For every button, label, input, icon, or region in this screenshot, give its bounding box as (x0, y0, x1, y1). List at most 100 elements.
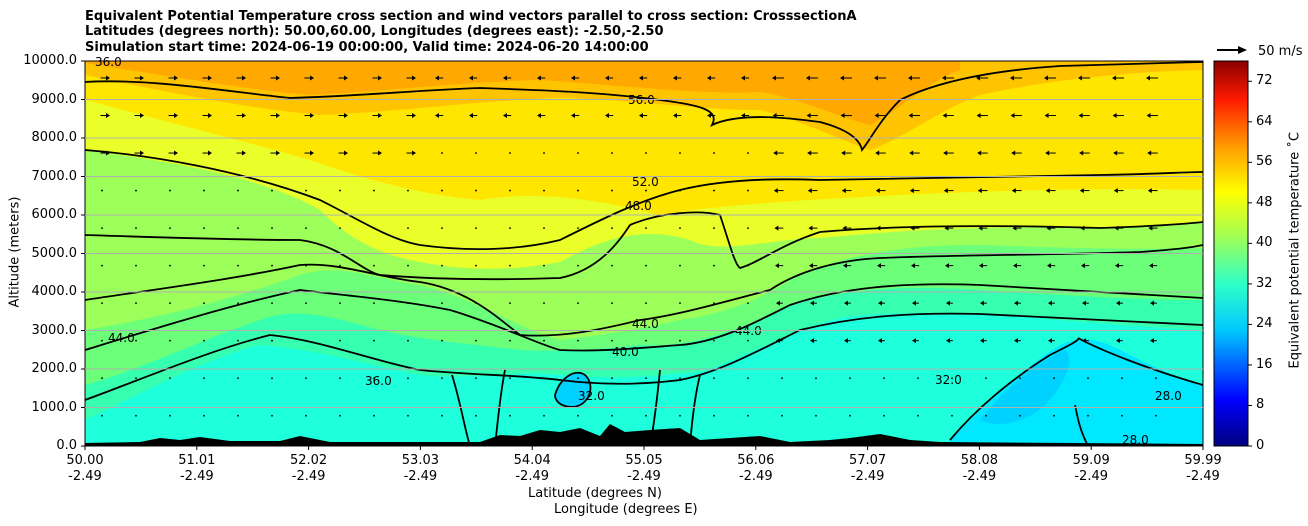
x-tick-label: 59.99 -2.49 (1184, 453, 1222, 484)
wind-vector (841, 150, 852, 156)
wind-vector (976, 75, 989, 81)
wind-vector (407, 264, 409, 267)
wind-vector (577, 302, 579, 305)
wind-vector (1121, 377, 1123, 380)
wind-vector (236, 150, 246, 156)
wind-vector (509, 189, 511, 192)
wind-vector (908, 113, 920, 119)
wind-vector (951, 414, 953, 417)
contour-label-48: 48.0 (625, 199, 652, 213)
y-tick-label: 7000.0 (31, 168, 78, 184)
wind-vector (1116, 338, 1123, 344)
wind-vector (611, 377, 613, 380)
wind-vector (577, 227, 579, 230)
wind-vector (815, 377, 817, 380)
wind-vector (509, 302, 511, 305)
wind-vector (305, 414, 307, 417)
wind-vector (509, 414, 511, 417)
wind-vector (977, 150, 988, 156)
wind-vector (1048, 300, 1055, 306)
wind-vector (1019, 377, 1021, 380)
wind-vector (372, 75, 382, 81)
wind-vector (577, 189, 579, 192)
wind-vector (645, 414, 647, 417)
wind-vector (339, 414, 341, 417)
wind-vector (202, 113, 212, 119)
colorbar-tick-label: 8 (1256, 397, 1265, 413)
wind-vector (100, 113, 110, 119)
wind-vector (807, 188, 818, 194)
wind-vector (1014, 300, 1021, 306)
x-tick-label: 57.07 -2.49 (848, 453, 887, 484)
wind-vector (1048, 338, 1055, 344)
wind-vector (1011, 188, 1022, 194)
wind-vector (951, 377, 953, 380)
x-tick-label: 52.02 -2.49 (289, 453, 328, 484)
wind-vector (1149, 263, 1158, 269)
colorbar-tick-label: 48 (1256, 194, 1273, 210)
wind-vector (203, 189, 205, 192)
wind-vector (135, 189, 137, 192)
wind-vector (169, 377, 171, 380)
axis-ticks (81, 60, 1204, 450)
wind-vector (645, 377, 647, 380)
wind-vector (577, 152, 579, 154)
wind-vector (1147, 188, 1158, 194)
wind-vector (611, 152, 613, 154)
wind-vector (1078, 75, 1091, 81)
wind-vector (645, 339, 647, 342)
wind-vector (134, 75, 144, 81)
contour-lines (85, 61, 1203, 446)
wind-vector (135, 414, 137, 417)
wind-vector (543, 189, 545, 192)
wind-vector (475, 414, 477, 417)
wind-vector (475, 227, 477, 230)
wind-vector (373, 414, 375, 417)
x-tick-label: 56.06 -2.49 (737, 453, 775, 484)
wind-vector (304, 113, 314, 119)
colorbar-tick-label: 32 (1256, 275, 1273, 291)
wind-vector (1045, 150, 1056, 156)
wind-vector (775, 263, 784, 269)
wind-vector (338, 75, 348, 81)
colorbar-ticks (1248, 80, 1252, 447)
layer-32-36 (85, 312, 1203, 446)
wind-vector (1112, 75, 1125, 81)
wind-vector (713, 189, 715, 192)
y-axis-title: Altitude (meters) (7, 196, 23, 308)
wind-vector (435, 113, 444, 119)
wind-vector (875, 150, 886, 156)
wind-vector (373, 377, 375, 380)
wind-vector (809, 263, 818, 269)
wind-vector (441, 377, 443, 380)
wind-vector (772, 113, 784, 119)
wind-vector (910, 225, 920, 231)
gridlines (85, 99, 1203, 408)
wind-vector (1113, 188, 1124, 194)
wind-vector (373, 339, 375, 342)
wind-vector (1047, 263, 1056, 269)
wind-vector (270, 75, 280, 81)
wind-vector (469, 75, 478, 81)
colorbar-tick-label: 40 (1256, 235, 1273, 251)
wind-vector (271, 302, 273, 305)
wind-vector (406, 150, 416, 156)
x-tick-label: 51.01 -2.49 (178, 453, 216, 484)
wind-vector (1011, 150, 1022, 156)
wind-vector (101, 264, 103, 267)
y-tick-label: 8000.0 (31, 130, 78, 145)
wind-vector (1053, 377, 1055, 380)
title-line-2: Latitudes (degrees north): 50.00,60.00, … (85, 24, 664, 39)
wind-vector (912, 338, 919, 344)
wind-vector (169, 189, 171, 192)
wind-vector (441, 152, 443, 154)
wind-vector (1147, 150, 1158, 156)
wind-vector (475, 189, 477, 192)
wind-vector (373, 264, 375, 267)
wind-vector (475, 264, 477, 267)
wind-vector (985, 414, 987, 417)
wind-vector (1010, 113, 1022, 119)
wind-vector (101, 302, 103, 305)
wind-vector (806, 75, 819, 81)
wind-vector (406, 113, 416, 119)
